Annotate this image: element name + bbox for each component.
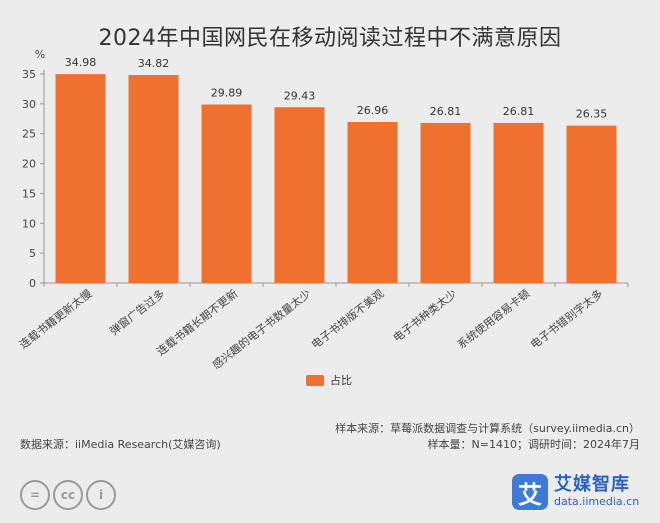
x-tick-label-2: 弹窗广告过多 <box>107 286 168 338</box>
legend-label: 占比 <box>330 374 352 387</box>
chart-title: 2024年中国网民在移动阅读过程中不满意原因 <box>98 26 562 51</box>
license-icons: = cc i <box>20 480 116 510</box>
brand: 艾 艾媒智库 data.iimedia.cn <box>512 474 639 510</box>
x-tick-label-7: 系统使用容易卡顿 <box>454 286 532 351</box>
bar-7 <box>493 122 544 283</box>
data-label-2: 34.82 <box>138 57 170 70</box>
y-tick-label: 15 <box>22 187 36 200</box>
bar-4 <box>274 107 325 283</box>
data-label-4: 29.43 <box>284 89 316 102</box>
data-label-6: 26.81 <box>430 105 462 118</box>
cc-icon: cc <box>53 480 83 510</box>
bar-1 <box>55 74 106 283</box>
bar-5 <box>347 122 398 283</box>
bar-8 <box>566 125 617 283</box>
x-tick-label-8: 电子书错别字太多 <box>527 286 605 351</box>
data-label-1: 34.98 <box>65 56 97 69</box>
sample-source: 样本来源：草莓派数据调查与计算系统（survey.iimedia.cn） <box>335 422 640 435</box>
brand-url: data.iimedia.cn <box>554 495 640 508</box>
y-tick-label: 0 <box>29 277 36 290</box>
data-label-8: 26.35 <box>576 108 608 121</box>
x-tick-label-5: 电子书排版不美观 <box>308 286 386 351</box>
y-axis-unit-label: % <box>35 48 45 61</box>
y-tick-label: 25 <box>22 128 36 141</box>
bar-3 <box>201 104 252 283</box>
y-tick-label: 10 <box>22 217 36 230</box>
y-tick-label: 30 <box>22 98 36 111</box>
y-tick-label: 35 <box>22 68 36 81</box>
data-label-7: 26.81 <box>503 105 535 118</box>
y-tick-label: 20 <box>22 158 36 171</box>
bar-2 <box>128 75 179 283</box>
legend-swatch <box>306 374 324 386</box>
cc-equal-icon: = <box>20 480 50 510</box>
brand-name: 艾媒智库 <box>554 474 630 495</box>
data-label-5: 26.96 <box>357 104 389 117</box>
x-tick-label-6: 电子书种类太少 <box>390 286 459 344</box>
bar-6 <box>420 122 471 283</box>
cc-person-icon: i <box>86 480 116 510</box>
sample-info: 样本量：N=1410；调研时间：2024年7月 <box>427 438 640 451</box>
y-tick-label: 5 <box>29 247 36 260</box>
data-source: 数据来源：iiMedia Research(艾媒咨询) <box>20 438 221 451</box>
brand-logo-icon: 艾 <box>512 474 548 510</box>
bar-chart: % 0 5 10 15 20 25 30 35 34.98 连载书籍更新太慢 34.82 弹窗广告过多 2… <box>16 48 629 370</box>
legend: 占比 <box>306 372 352 388</box>
x-tick-label-1: 连载书籍更新太慢 <box>16 286 94 351</box>
data-label-3: 29.89 <box>211 87 243 100</box>
